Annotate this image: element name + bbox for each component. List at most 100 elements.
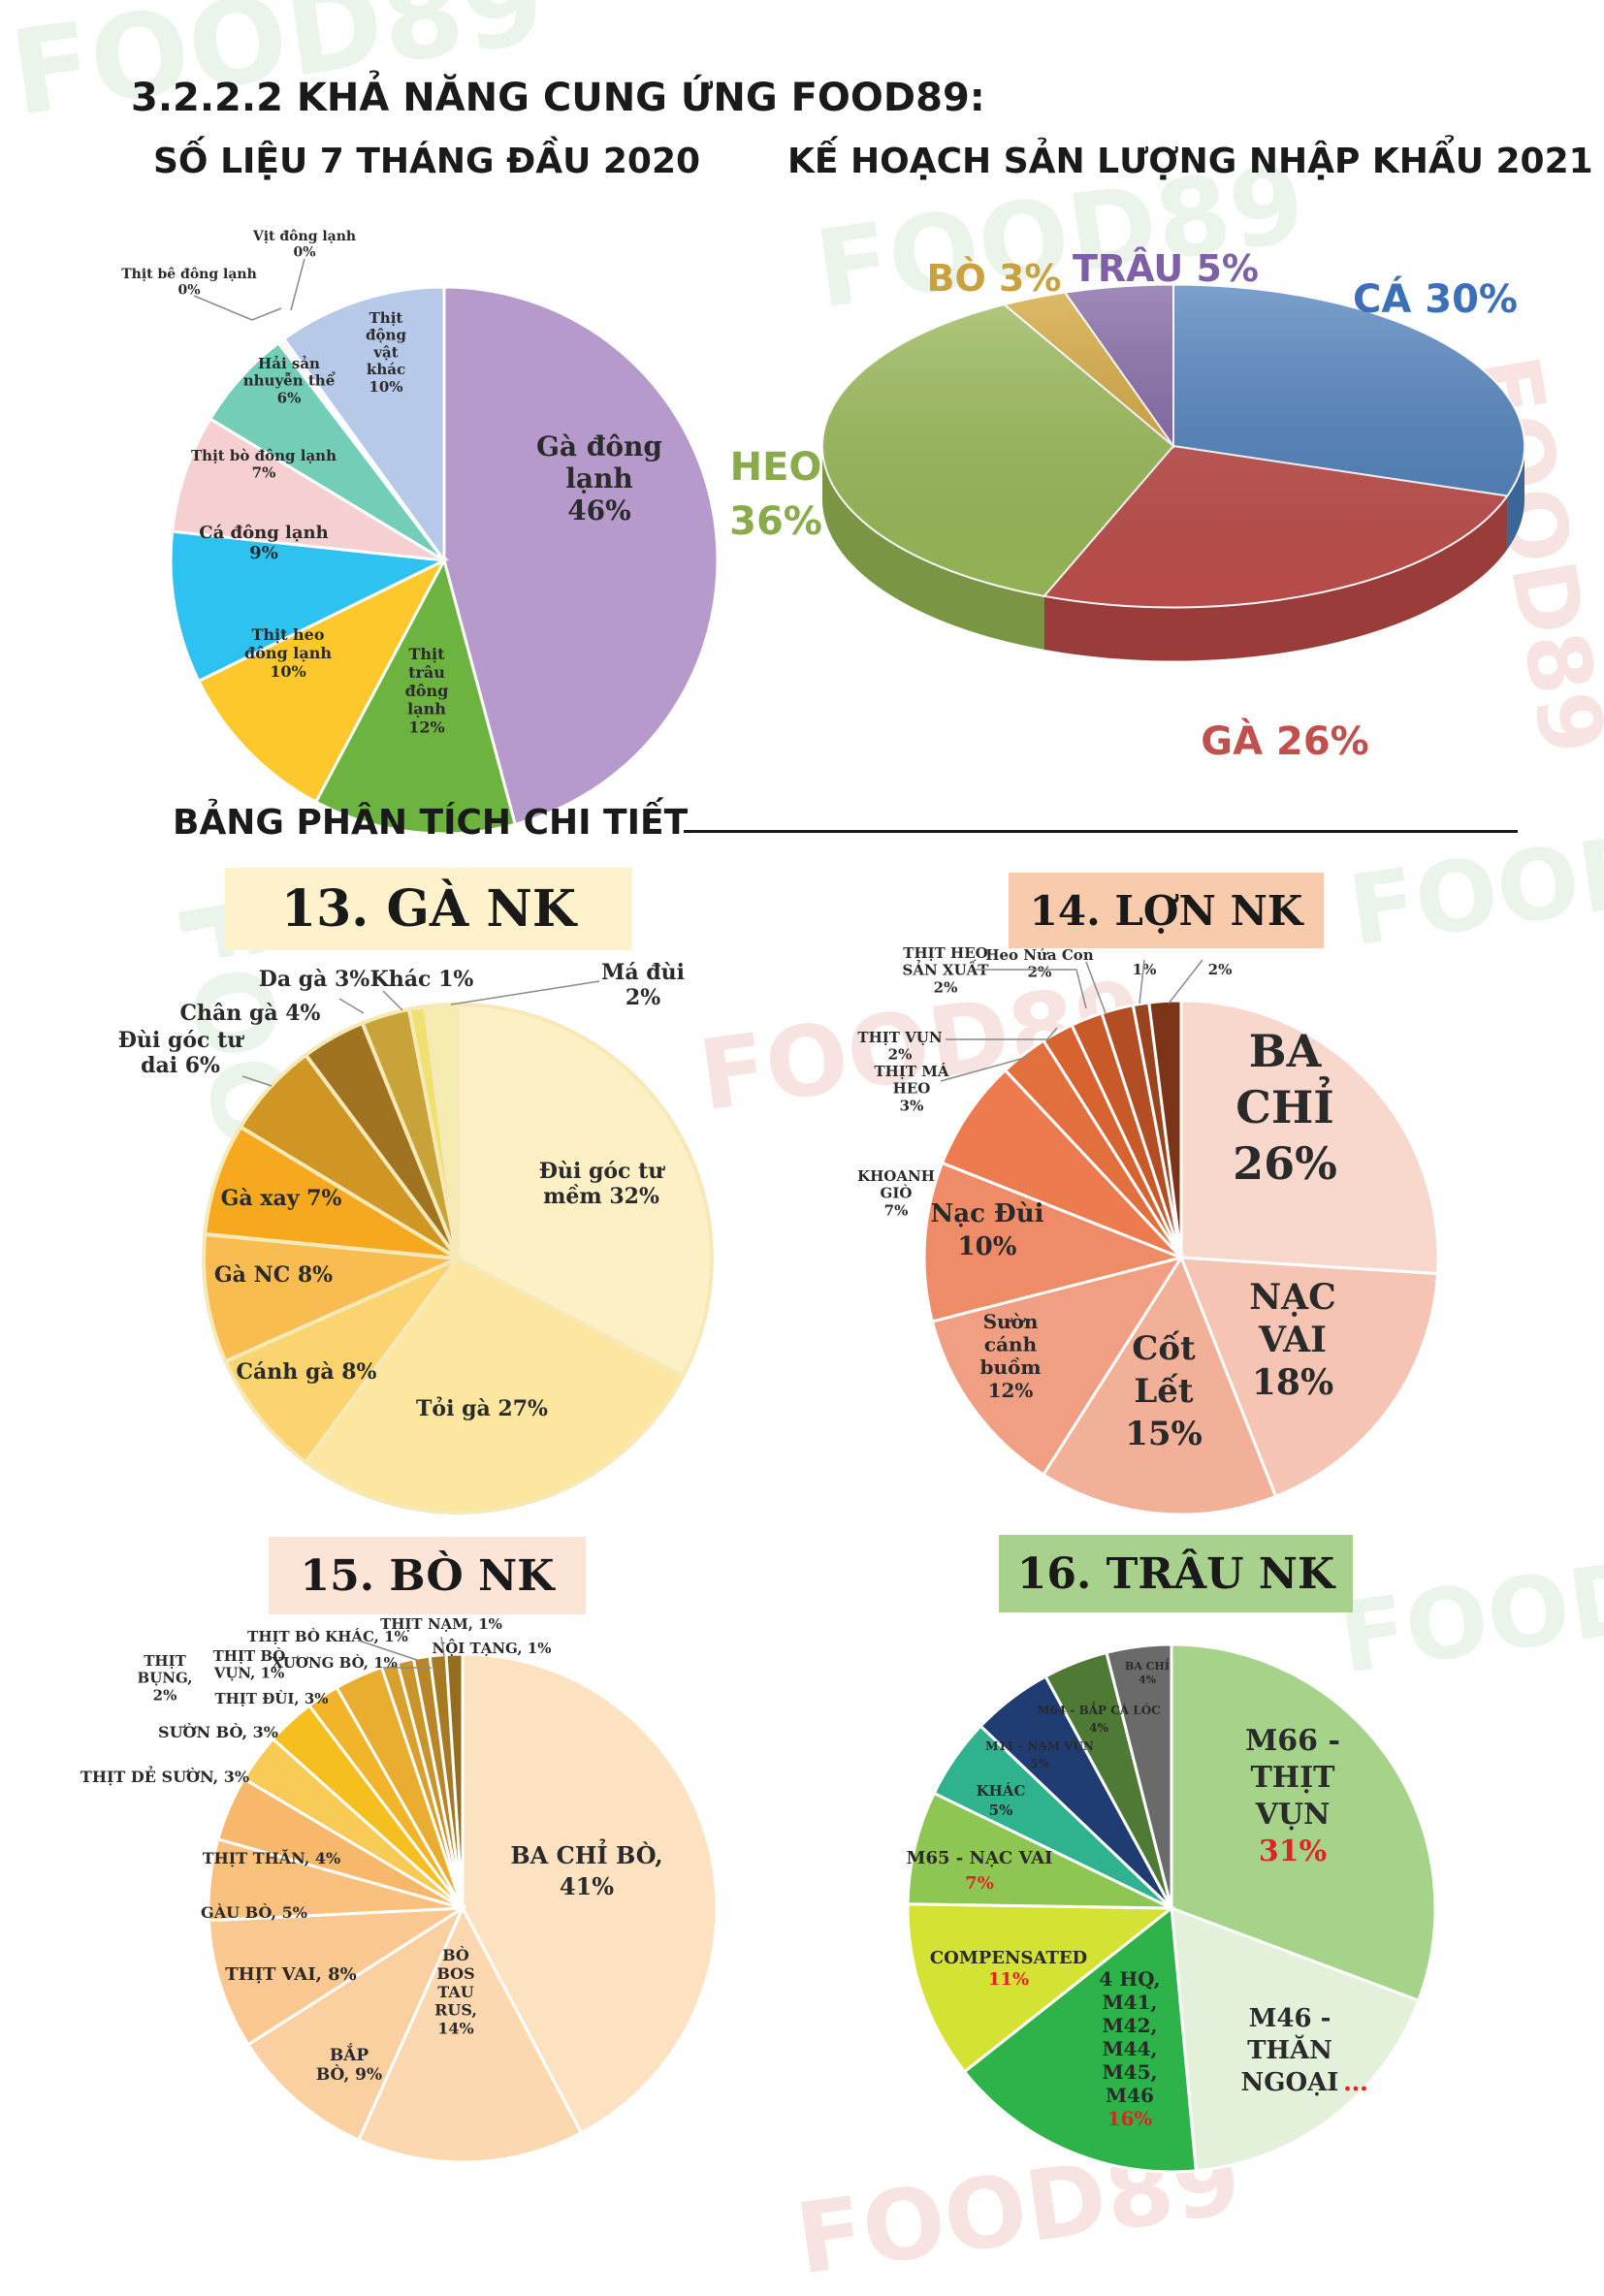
- data-label: Thịt bò đông lạnh 7%: [191, 447, 337, 482]
- data-label: Thịt heo đông lạnh 10%: [244, 625, 332, 681]
- data-label: GÀ 26%: [1201, 718, 1368, 764]
- data-label: BÒ BOS TAU RUS, 14%: [434, 1945, 477, 2038]
- s20-slice-2: [196, 557, 448, 805]
- ga-box-title: 13. GÀ NK: [225, 868, 632, 950]
- s20-slice-1: [313, 556, 518, 836]
- leader-line: [1085, 961, 1107, 1014]
- data-label: TRÂU 5%: [1073, 247, 1259, 290]
- data-label: THỊT VỤN 2%: [857, 1029, 942, 1064]
- pie-3d-side-seg-1: [1043, 495, 1508, 661]
- data-label: Thịt bê đông lạnh 0%: [121, 267, 257, 299]
- data-label: M65 - NẠC VAI 7%: [907, 1848, 1053, 1894]
- data-label: …: [1343, 2068, 1368, 2097]
- data-label: Nạc Đùi 10%: [931, 1199, 1044, 1261]
- data-label: Hải sản nhuyễn thể 6%: [243, 355, 336, 406]
- lon-slice-1: [1178, 1256, 1440, 1499]
- data-label: Cốt Lết 15%: [1125, 1329, 1203, 1453]
- data-label: 1%: [1133, 961, 1157, 978]
- lon-slice-4: [922, 1161, 1186, 1323]
- leader-line: [338, 998, 365, 1014]
- data-label: BA CHỈ 4%: [1125, 1658, 1170, 1686]
- pie-gloss: [822, 284, 1524, 608]
- data-label: Cánh gà 8%: [237, 1359, 377, 1385]
- data-label: Má đùi 2%: [601, 960, 685, 1010]
- leader-line: [290, 258, 305, 311]
- leader-line: [450, 980, 600, 1005]
- bo-slice-0: [461, 1652, 719, 2135]
- right-chart-title: KẾ HOẠCH SẢN LƯỢNG NHẬP KHẨU 2021: [787, 142, 1593, 181]
- lon-slice-0: [1179, 999, 1440, 1276]
- data-label: Gà NC 8%: [214, 1262, 333, 1288]
- leader-line: [1139, 959, 1145, 1004]
- s20-slice-0: [442, 285, 720, 827]
- data-label: Vịt đông lạnh 0%: [252, 229, 356, 261]
- data-label: Đùi góc tư dai 6%: [118, 1028, 245, 1078]
- bo-slice-2: [245, 1904, 466, 2143]
- trau-slice-8: [1105, 1642, 1173, 1909]
- ga-slice-1: [303, 1256, 686, 1515]
- leader-line: [382, 990, 403, 1011]
- data-label: M11 - NẠM VỤN 5%: [985, 1739, 1094, 1770]
- s20-slice-3: [169, 529, 450, 684]
- leader-line: [241, 1075, 273, 1087]
- data-label: THỊT NẠM, 1%: [380, 1615, 502, 1633]
- data-label: THỊT BỤNG, 2%: [138, 1652, 193, 1704]
- data-label: Gà xay 7%: [221, 1186, 342, 1211]
- data-label: THỊT BÒ VỤN, 1%: [213, 1647, 286, 1682]
- data-label: HEO 36%: [729, 445, 822, 544]
- data-label: 4 HQ, M41, M42, M44, M45, M46 16%: [1099, 1967, 1160, 2130]
- lon-slice-11: [1147, 999, 1183, 1259]
- leader-line: [193, 295, 282, 321]
- section-title: 3.2.2.2 KHẢ NĂNG CUNG ỨNG FOOD89:: [131, 76, 985, 120]
- data-label: Tỏi gà 27%: [416, 1396, 548, 1421]
- ga-slice-2: [222, 1254, 465, 1465]
- leader-line: [975, 969, 1087, 1009]
- bo-slice-3: [207, 1906, 468, 2047]
- ga-slice-9: [423, 1002, 460, 1260]
- data-label: KHOANH GIÒ 7%: [857, 1167, 935, 1219]
- s20-slice-4: [170, 416, 445, 562]
- trau-box-title: 16. TRÂU NK: [999, 1535, 1353, 1612]
- data-label: BẮP BÒ, 9%: [316, 2043, 382, 2085]
- data-label: BÒ 3%: [926, 257, 1061, 300]
- data-label: Da gà 3%: [259, 967, 370, 992]
- data-label: NẠC VAI 18%: [1249, 1277, 1336, 1403]
- data-label: THỊT MÁ HEO 3%: [875, 1063, 949, 1114]
- ga-slice-3: [202, 1231, 465, 1364]
- data-label: COMPENSATED 11%: [930, 1948, 1087, 1990]
- leader-line: [358, 1640, 418, 1661]
- trau-slice-3: [906, 1902, 1176, 2074]
- ga-slice-0: [456, 1002, 714, 1379]
- data-label: Chân gà 4%: [180, 1001, 321, 1026]
- data-label: Sườn cánh buồm 12%: [979, 1310, 1041, 1402]
- data-label: THỊT ĐÙI, 3%: [214, 1690, 328, 1707]
- pie-3d-side-seg-2: [822, 446, 1044, 650]
- leader-line: [440, 1636, 445, 1657]
- data-label: Thịt trâu đông lạnh 12%: [405, 645, 449, 737]
- trau-slice-4: [906, 1791, 1172, 1910]
- data-label: Cá đông lạnh 9%: [199, 523, 328, 563]
- leader-line: [1168, 959, 1203, 1004]
- data-label: Khác 1%: [370, 967, 474, 992]
- data-label: CÁ 30%: [1353, 275, 1518, 322]
- trau-slice-1: [1170, 1905, 1421, 2173]
- data-label: M46 -THĂN NGOẠI: [1241, 2004, 1339, 2097]
- leader-line: [940, 1056, 1029, 1082]
- lon-slice-2: [1041, 1254, 1278, 1516]
- trau-slice-0: [1170, 1642, 1437, 2003]
- data-label: BA CHỈ BÒ, 41%: [510, 1838, 662, 1900]
- data-label: NỘI TẠNG, 1%: [433, 1639, 552, 1657]
- data-label: M66 -THỊT VỤN 31%: [1245, 1724, 1340, 1868]
- data-label: Đùi góc tư mềm 32%: [539, 1159, 666, 1209]
- bo-slice-14: [444, 1652, 465, 1909]
- trau-slice-2: [962, 1905, 1198, 2174]
- data-label: THỊT DẺ SƯỜN, 3%: [80, 1764, 249, 1786]
- data-label: Thịt động vật khác 10%: [366, 309, 406, 396]
- table-title-rule: [684, 830, 1518, 833]
- bo-slice-1: [356, 1904, 584, 2164]
